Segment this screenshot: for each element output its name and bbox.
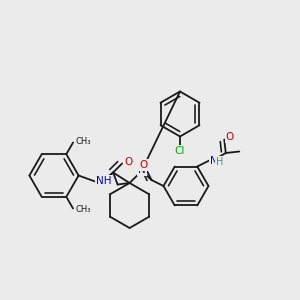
Text: N: N	[138, 165, 146, 175]
Text: Cl: Cl	[175, 146, 185, 156]
Text: O: O	[140, 160, 148, 170]
Text: O: O	[124, 157, 133, 167]
Text: NH: NH	[96, 176, 112, 187]
Text: CH₃: CH₃	[76, 136, 91, 146]
Text: O: O	[226, 131, 234, 142]
Text: H: H	[217, 157, 224, 167]
Text: N: N	[211, 155, 218, 166]
Text: CH₃: CH₃	[76, 206, 91, 214]
